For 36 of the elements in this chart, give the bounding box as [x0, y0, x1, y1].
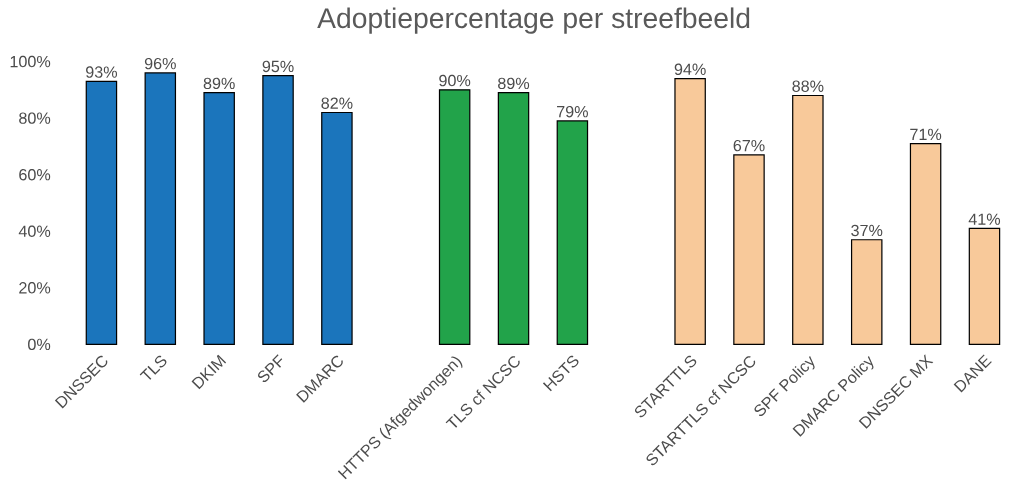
y-tick-label: 100% — [10, 55, 51, 68]
bar — [674, 77, 706, 345]
y-tick-label: 60% — [19, 168, 51, 181]
bar — [968, 227, 1001, 345]
bar — [556, 120, 589, 345]
data-label: 96% — [144, 57, 176, 70]
bar — [438, 89, 471, 345]
data-label: 88% — [792, 80, 824, 92]
data-label: 93% — [86, 66, 118, 78]
bar — [144, 72, 177, 345]
bar — [85, 80, 118, 345]
y-tick-label: 20% — [19, 281, 51, 294]
y-tick-label: 0% — [28, 338, 51, 350]
data-label: 37% — [851, 224, 883, 237]
data-label: 94% — [674, 63, 706, 75]
y-tick-label: 80% — [19, 112, 51, 124]
bar — [203, 91, 235, 345]
data-label: 67% — [733, 139, 765, 152]
data-label: 41% — [968, 213, 1001, 225]
bar — [262, 74, 294, 345]
bar — [733, 154, 765, 345]
bar — [321, 111, 353, 345]
bar — [850, 238, 883, 345]
data-label: 95% — [262, 60, 294, 72]
data-label: 82% — [321, 97, 353, 109]
data-label: 89% — [203, 77, 235, 89]
bar — [497, 91, 530, 345]
bar — [792, 94, 824, 345]
chart-title: Adoptiepercentage per streefbeeld — [317, 7, 750, 34]
bar — [909, 142, 942, 345]
x-tick-label: TLS — [139, 355, 167, 380]
y-tick-label: 40% — [18, 225, 51, 237]
data-label: 71% — [910, 128, 942, 140]
data-label: 89% — [498, 77, 530, 89]
data-label: 79% — [557, 105, 588, 118]
data-label: 90% — [439, 74, 471, 87]
